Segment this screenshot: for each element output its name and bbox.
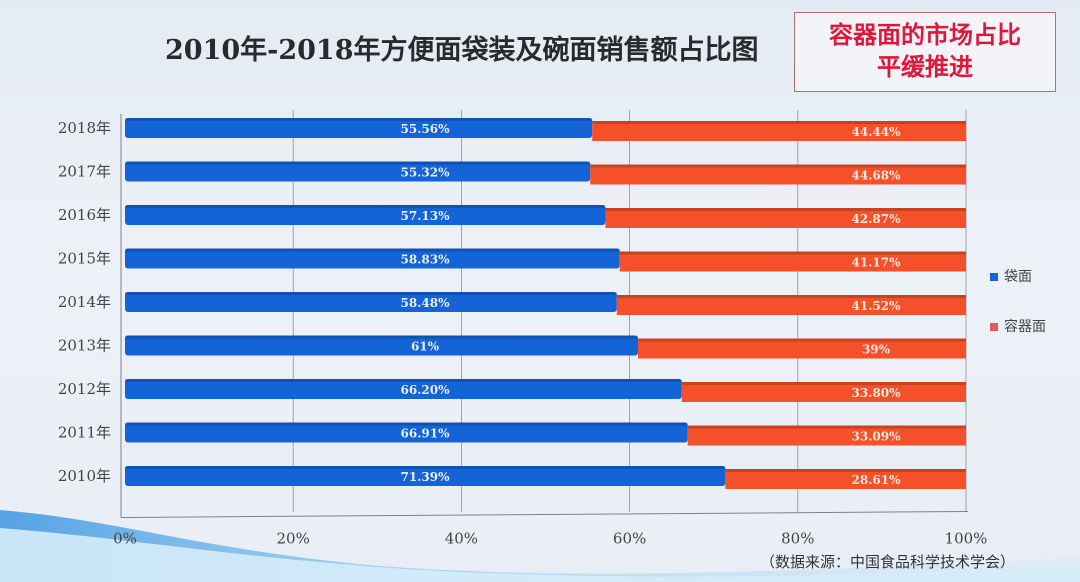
data-label: 57.13% bbox=[401, 209, 451, 223]
bar-segment-bag bbox=[125, 335, 639, 356]
bar-segment-cup bbox=[592, 121, 966, 141]
data-label: 41.17% bbox=[852, 256, 902, 270]
bar-segment-edge bbox=[725, 469, 966, 472]
bar-segment-edge bbox=[616, 295, 966, 298]
bar-segment-cup bbox=[605, 208, 966, 228]
bar-segment-edge bbox=[125, 422, 688, 426]
callout-box: 容器面的市场占比 平缓推进 bbox=[794, 12, 1056, 92]
bar-segment-edge bbox=[687, 425, 966, 429]
y-category-label: 2017年 bbox=[58, 163, 111, 181]
bar-segment-edge bbox=[125, 161, 591, 165]
y-category-label: 2018年 bbox=[58, 119, 111, 137]
data-label: 33.80% bbox=[852, 386, 902, 400]
decorative-wave bbox=[0, 510, 1080, 582]
bar-segment-bag bbox=[125, 292, 617, 312]
bar-segment-edge bbox=[605, 208, 966, 211]
data-source-note: （数据来源：中国食品科学技术学会） bbox=[760, 553, 1016, 571]
legend-item-cup: 容器面 bbox=[990, 316, 1046, 336]
bar-segment-edge bbox=[125, 466, 726, 469]
bar-segment-bag bbox=[125, 161, 591, 182]
bar-segment-edge bbox=[590, 164, 966, 168]
bar-segment-edge bbox=[638, 338, 966, 342]
legend-label-cup: 容器面 bbox=[1004, 319, 1046, 335]
y-category-label: 2015年 bbox=[58, 250, 111, 268]
data-label: 41.52% bbox=[852, 299, 902, 313]
x-tick-label: 60% bbox=[613, 530, 646, 548]
y-category-label: 2013年 bbox=[58, 337, 111, 355]
legend-swatch-bag bbox=[990, 273, 998, 281]
legend-item-bag: 袋面 bbox=[990, 266, 1032, 286]
legend-swatch-cup bbox=[990, 323, 998, 331]
y-category-label: 2011年 bbox=[58, 424, 111, 442]
bar-segment-edge bbox=[125, 248, 620, 252]
x-axis-line bbox=[120, 511, 969, 518]
data-label: 66.91% bbox=[401, 427, 451, 441]
y-category-label: 2016年 bbox=[58, 206, 111, 224]
bar-segment-edge bbox=[125, 205, 606, 208]
data-label: 39% bbox=[862, 343, 891, 357]
bar-segment-edge bbox=[681, 382, 966, 385]
data-label: 44.68% bbox=[852, 169, 902, 183]
bar-segment-edge bbox=[125, 118, 593, 121]
bar-segment-cup bbox=[687, 425, 966, 446]
bar-segment-bag bbox=[125, 248, 620, 269]
chart-title: 2010年-2018年方便面袋装及碗面销售额占比图 bbox=[165, 35, 759, 66]
data-label: 33.09% bbox=[852, 430, 902, 444]
data-label: 55.32% bbox=[401, 166, 451, 180]
x-tick-label: 80% bbox=[781, 530, 814, 548]
y-category-label: 2010年 bbox=[58, 467, 111, 485]
x-tick-label: 20% bbox=[277, 530, 310, 548]
data-label: 71.39% bbox=[401, 470, 451, 484]
bar-segment-bag bbox=[125, 379, 682, 399]
bar-segment-edge bbox=[125, 335, 639, 339]
bar-segment-bag bbox=[125, 466, 726, 486]
x-tick-label: 40% bbox=[445, 530, 478, 548]
y-category-label: 2012年 bbox=[58, 380, 111, 398]
data-label: 44.44% bbox=[852, 125, 902, 139]
bar-segment-bag bbox=[125, 422, 688, 443]
bar-segment-edge bbox=[619, 251, 966, 255]
callout-line-2: 平缓推进 bbox=[877, 53, 973, 81]
bar-segment-edge bbox=[125, 292, 617, 295]
data-label: 61% bbox=[411, 340, 440, 354]
bar-segment-cup bbox=[638, 338, 966, 359]
data-label: 55.56% bbox=[401, 122, 451, 136]
bar-segment-bag bbox=[125, 205, 606, 225]
legend-label-bag: 袋面 bbox=[1004, 269, 1032, 285]
x-tick-label: 0% bbox=[113, 530, 137, 548]
x-tick-label: 100% bbox=[945, 530, 988, 548]
bar-segment-bag bbox=[125, 118, 593, 138]
y-category-label: 2014年 bbox=[58, 293, 111, 311]
bar-segment-cup bbox=[619, 251, 966, 272]
bar-segment-edge bbox=[592, 121, 966, 124]
data-label: 58.83% bbox=[401, 253, 451, 267]
data-label: 58.48% bbox=[401, 296, 451, 310]
bar-segment-cup bbox=[681, 382, 966, 402]
callout-line-1: 容器面的市场占比 bbox=[829, 21, 1021, 49]
bar-segment-cup bbox=[725, 469, 966, 489]
data-label: 66.20% bbox=[401, 383, 451, 397]
bar-segment-edge bbox=[125, 379, 682, 382]
bar-segment-cup bbox=[590, 164, 966, 185]
bar-segment-cup bbox=[616, 295, 966, 315]
data-label: 42.87% bbox=[852, 212, 902, 226]
data-label: 28.61% bbox=[852, 473, 902, 487]
